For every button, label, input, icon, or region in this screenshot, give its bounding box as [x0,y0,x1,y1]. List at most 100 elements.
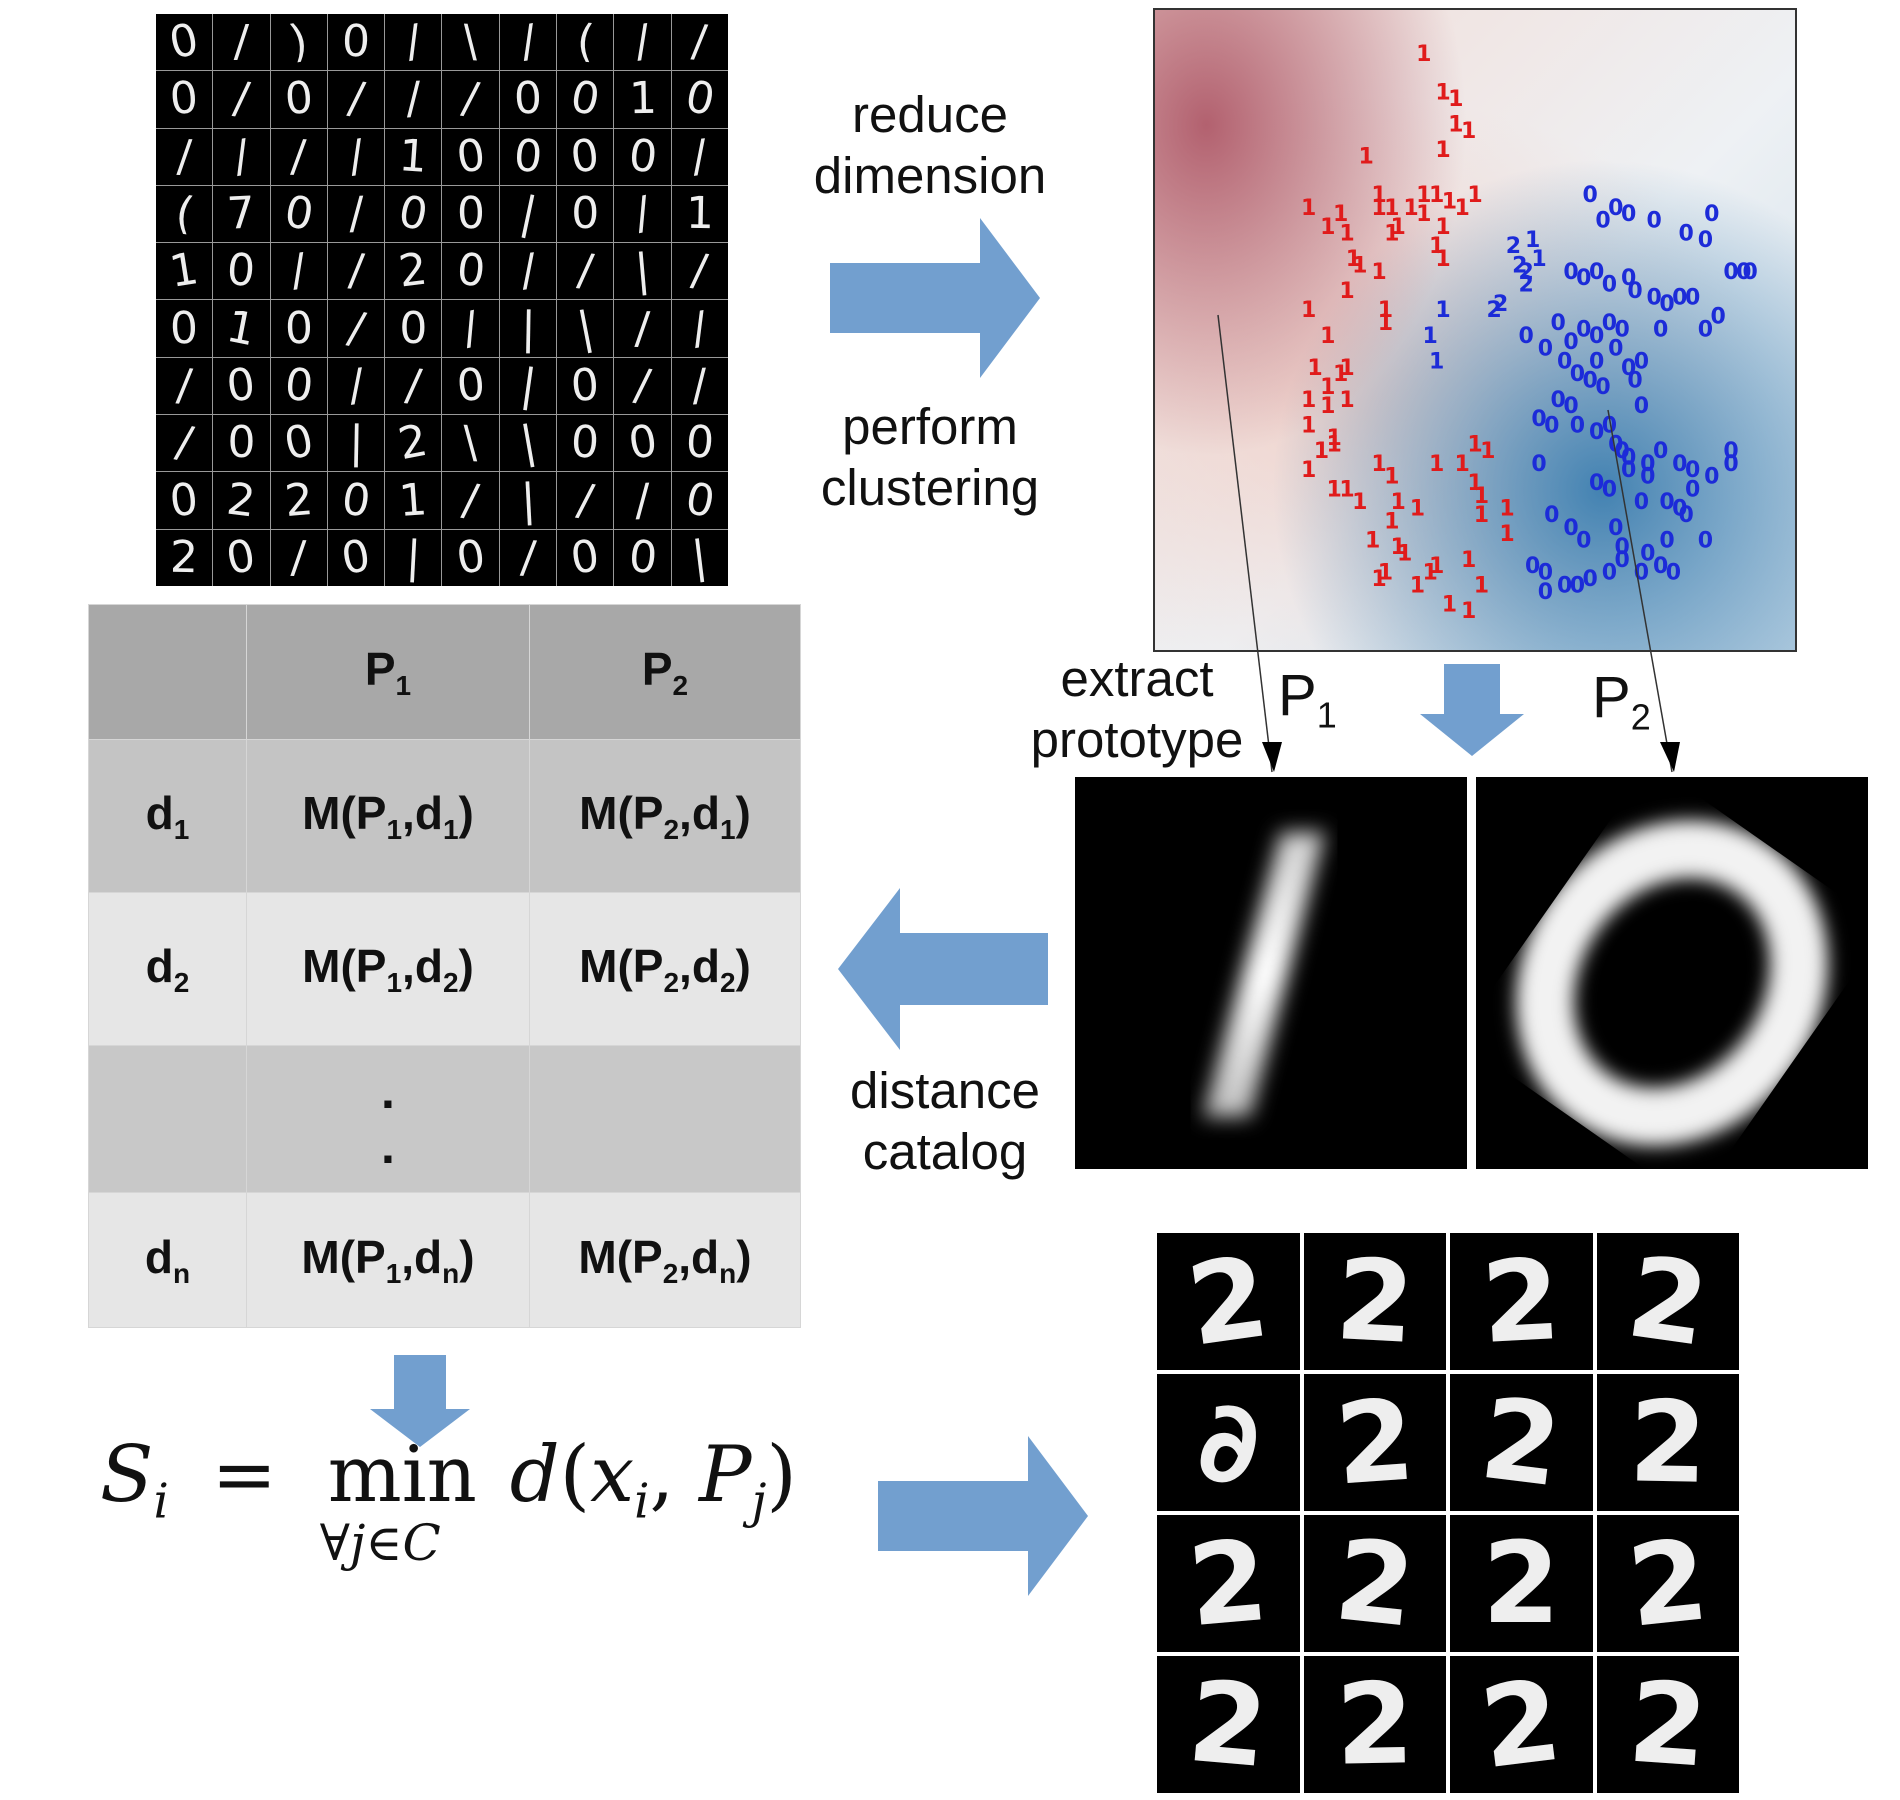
input-digit-cell: / [156,415,213,472]
scatter-point-zero: 0 [1723,452,1738,477]
scatter-point-zero: 0 [1659,490,1674,515]
scatter-point-zero: 0 [1711,305,1726,330]
scatter-point-one-red: 1 [1429,452,1444,477]
scatter-point-two: 2 [1493,292,1508,317]
input-digit-cell: / [327,185,385,243]
detected-digit-cell: 2 [1596,1374,1739,1511]
scatter-point-zero: 0 [1589,471,1604,496]
input-digit-cell: 2 [156,529,213,586]
scatter-point-one-red: 1 [1416,202,1431,227]
input-digit-cell: 1 [156,243,213,300]
scatter-point-zero: 0 [1653,317,1668,342]
input-digit-cell: 0 [499,128,557,185]
scatter-point-zero: 0 [1640,541,1655,566]
scatter-point-one-red: 1 [1435,247,1450,272]
scatter-point-zero: 0 [1659,292,1674,317]
detected-digit-cell: 2 [1450,1515,1593,1652]
scatter-point-zero: 0 [1570,362,1585,387]
scatter-point-one-red: 1 [1301,196,1316,221]
scatter-point-one-red: 1 [1499,522,1514,547]
input-digit-cell: 0 [671,71,728,128]
scatter-point-one-red: 1 [1339,221,1354,246]
table-cell: .. [246,1045,530,1193]
input-digit-cell: 0 [270,357,327,415]
detected-digit: 2 [1478,1234,1564,1369]
scatter-point-zero: 0 [1544,503,1559,528]
scatter-point-zero: 0 [1576,529,1591,554]
scatter-point-zero: 0 [1634,349,1649,374]
scatter-point-one-red: 1 [1371,567,1386,592]
scatter-point-one-blue: 1 [1525,228,1540,253]
scatter-point-zero: 0 [1634,394,1649,419]
scatter-point-zero: 0 [1615,439,1630,464]
detected-digit-cell: 2 [1303,1515,1446,1652]
scatter-point-zero: 0 [1602,413,1617,438]
input-digit-cell: 1 [213,300,270,357]
scatter-point-zero: 0 [1679,503,1694,528]
input-digit-cell: 0 [327,14,385,71]
scatter-point-zero: 0 [1557,349,1572,374]
scatter-point-one-blue: 1 [1531,247,1546,272]
scatter-point-one-red: 1 [1397,541,1412,566]
scatter-point-zero: 0 [1519,324,1534,349]
scatter-point-one-red: 1 [1448,113,1463,138]
right-arrow-top [830,218,1040,378]
scatter-point-one-red: 1 [1435,215,1450,240]
detected-digit-cell: ∂ [1157,1374,1300,1511]
detected-digit-cell: 2 [1596,1656,1739,1793]
input-digit-cell: / [499,243,557,300]
table-header-cell [88,604,247,740]
scatter-point-zero: 0 [1640,452,1655,477]
input-digit-cell: 2 [385,243,442,300]
input-digit-cell: / [385,14,442,71]
input-digit-cell: | [614,243,671,300]
scatter-point-one-red: 1 [1378,298,1393,323]
table-cell [88,1045,247,1193]
scatter-point-zero: 0 [1634,490,1649,515]
scatter-point-two: 2 [1506,234,1521,259]
detected-digits-grid: 2 2 2 2 ∂ 2 2 2 2 2 2 2 2 2 2 2 [1157,1233,1739,1793]
input-digit-cell: / [557,243,614,300]
input-digit-cell: 0 [442,529,499,586]
input-digit-cell: 1 [385,472,442,529]
table-cell: M(P2,d2) [529,892,801,1046]
right-arrow-bottom [878,1436,1088,1596]
prototype-1-label: P1 [1278,663,1337,736]
detected-digit-cell: 2 [1157,1656,1300,1793]
scatter-point-one-red: 1 [1333,202,1348,227]
input-digit-cell: ) [270,14,327,71]
scatter-point-one-red: 1 [1320,375,1335,400]
scatter-point-one-red: 1 [1371,452,1386,477]
input-digit-cell: 0 [557,128,614,185]
scatter-point-zero: 0 [1563,516,1578,541]
input-digit-cell: 0 [671,472,728,529]
scatter-point-one-red: 1 [1384,509,1399,534]
input-digit-cell: / [442,472,499,529]
scatter-point-one-blue: 1 [1435,298,1450,323]
table-cell [529,1045,801,1193]
input-digit-cell: 1 [671,185,728,243]
scatter-point-zero: 0 [1595,209,1610,234]
scatter-point-zero: 0 [1551,311,1566,336]
input-digit-cell: 0 [213,415,270,472]
input-digit-cell: / [156,357,213,415]
table-cell: d1 [88,739,247,893]
scatter-point-two: 2 [1487,298,1502,323]
detected-digit: ∂ [1195,1376,1261,1509]
scatter-point-one-red: 1 [1455,452,1470,477]
scatter-point-zero: 0 [1602,311,1617,336]
scatter-point-zero: 0 [1589,324,1604,349]
scatter-point-zero: 0 [1723,439,1738,464]
input-digit-cell: 0 [270,185,327,243]
scatter-point-one-red: 1 [1359,145,1374,170]
scatter-point-one-red: 1 [1333,362,1348,387]
scatter-point-zero: 0 [1698,317,1713,342]
input-digit-cell: | [557,300,614,357]
input-digit-cell: / [270,243,327,300]
input-digit-cell: 0 [614,415,671,472]
scatter-point-one-red: 1 [1384,465,1399,490]
perform-clustering-label: perform clustering [820,398,1040,517]
table-cell: M(P1,d2) [246,892,530,1046]
input-digit-cell: 2 [270,472,327,529]
